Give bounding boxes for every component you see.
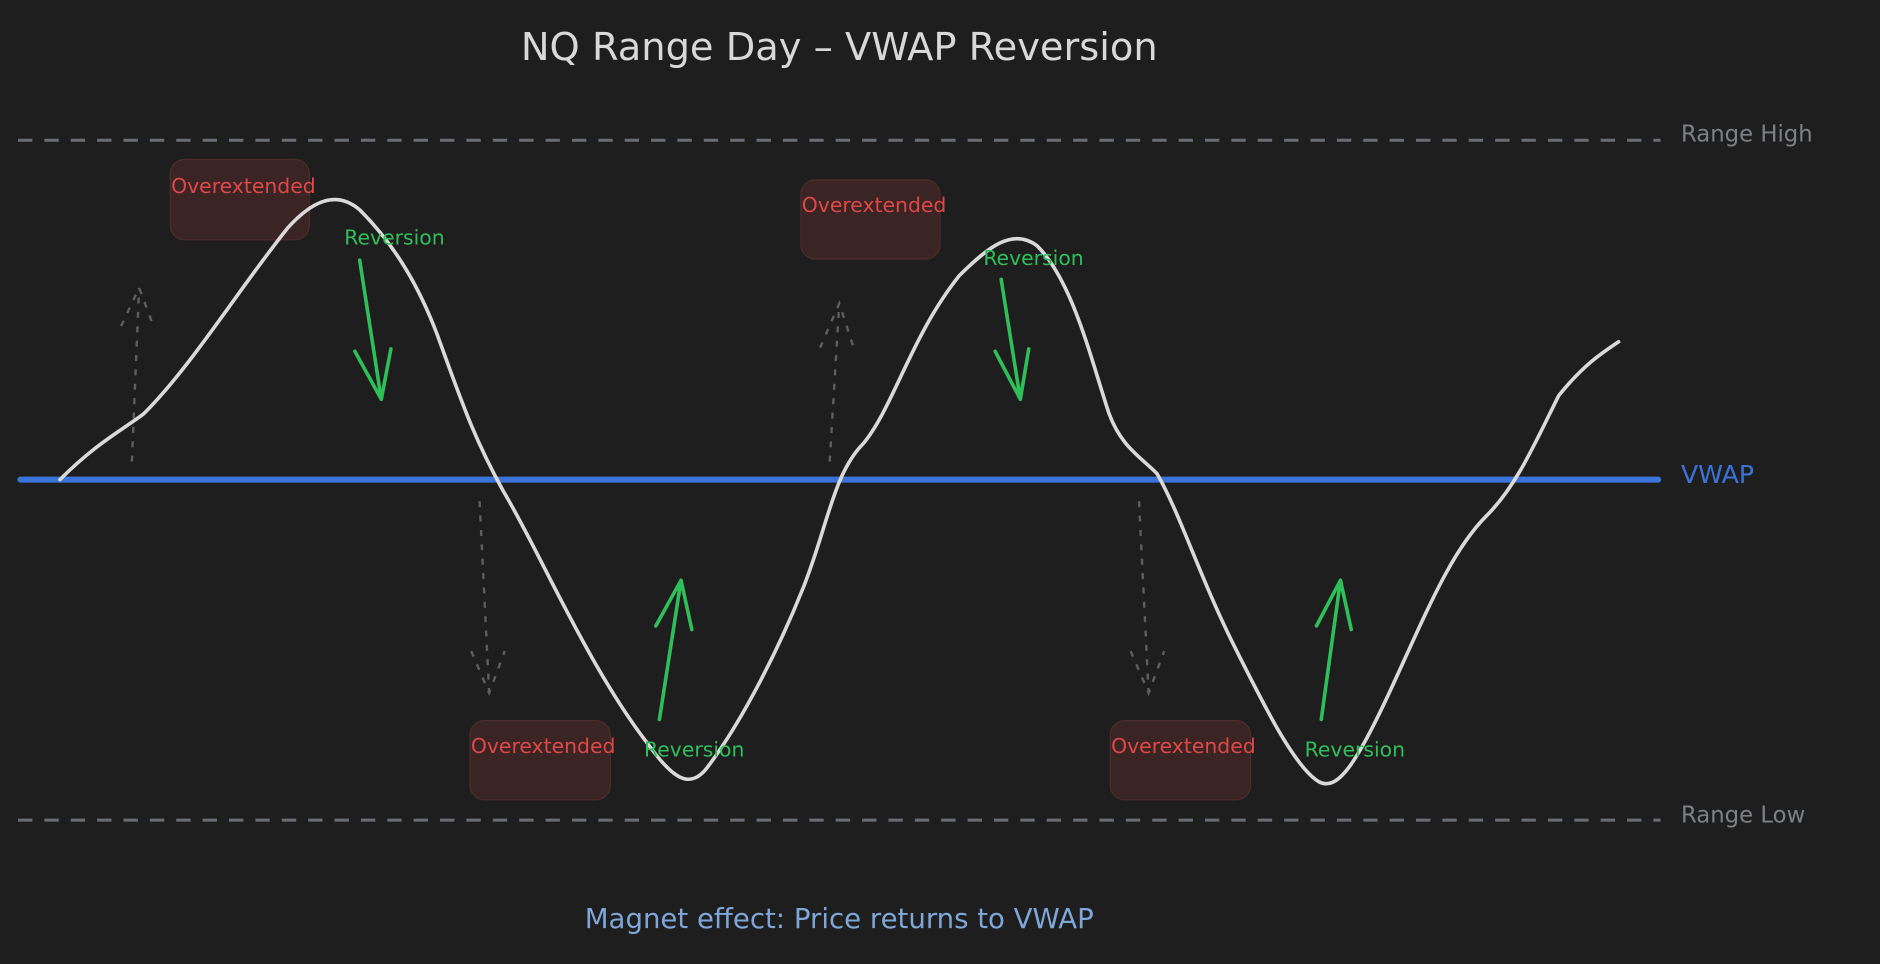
reversion-down-arrow-icon: [993, 277, 1031, 402]
overextended-label: Overextended: [471, 734, 616, 758]
reversion-label: Reversion: [344, 226, 444, 250]
reversion-label: Reversion: [644, 738, 744, 762]
dotted-arrows: [120, 284, 1166, 697]
overextended-box: [800, 179, 941, 260]
range-high-label: Range High: [1681, 121, 1813, 147]
range-low-label: Range Low: [1681, 803, 1805, 829]
overextended-box: [1109, 719, 1252, 801]
overextended-label: Overextended: [171, 174, 316, 198]
reversion-label: Reversion: [1305, 738, 1405, 762]
vwap-label: VWAP: [1681, 460, 1754, 489]
reversion-up-arrow-icon: [1314, 578, 1354, 722]
dotted-up-arrow-icon: [120, 284, 155, 462]
footer-caption: Magnet effect: Price returns to VWAP: [585, 902, 1094, 935]
dotted-up-arrow-icon: [819, 299, 855, 462]
overextended-box: [169, 158, 310, 241]
reversion-label: Reversion: [983, 246, 1083, 270]
overextended-box: [469, 719, 611, 801]
overextended-label: Overextended: [1111, 734, 1256, 758]
reversion-up-arrow-icon: [654, 578, 694, 722]
diagram-title: NQ Range Day – VWAP Reversion: [521, 25, 1158, 70]
dotted-down-arrow-icon: [1129, 501, 1166, 697]
price-path: [58, 197, 1621, 786]
dotted-down-arrow-icon: [470, 501, 506, 697]
overextended-label: Overextended: [802, 193, 947, 217]
reversion-down-arrow-icon: [353, 258, 393, 402]
